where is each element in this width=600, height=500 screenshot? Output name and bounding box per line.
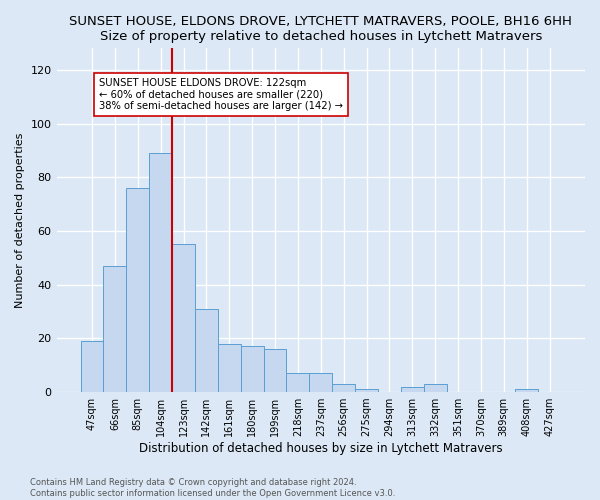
Y-axis label: Number of detached properties: Number of detached properties [15,132,25,308]
Bar [149,153,172,392]
Bar [80,341,103,392]
Bar [172,244,195,392]
Bar [424,384,446,392]
Bar [195,309,218,392]
Bar [286,374,310,392]
Bar [241,346,263,392]
Bar [218,344,241,392]
Text: SUNSET HOUSE ELDONS DROVE: 122sqm
← 60% of detached houses are smaller (220)
38%: SUNSET HOUSE ELDONS DROVE: 122sqm ← 60% … [99,78,343,111]
Bar [355,390,378,392]
Bar [332,384,355,392]
Title: SUNSET HOUSE, ELDONS DROVE, LYTCHETT MATRAVERS, POOLE, BH16 6HH
Size of property: SUNSET HOUSE, ELDONS DROVE, LYTCHETT MAT… [70,15,572,43]
Bar [515,390,538,392]
Bar [127,188,149,392]
Bar [310,374,332,392]
Bar [401,386,424,392]
Bar [103,266,127,392]
Bar [263,349,286,392]
X-axis label: Distribution of detached houses by size in Lytchett Matravers: Distribution of detached houses by size … [139,442,503,455]
Text: Contains HM Land Registry data © Crown copyright and database right 2024.
Contai: Contains HM Land Registry data © Crown c… [30,478,395,498]
